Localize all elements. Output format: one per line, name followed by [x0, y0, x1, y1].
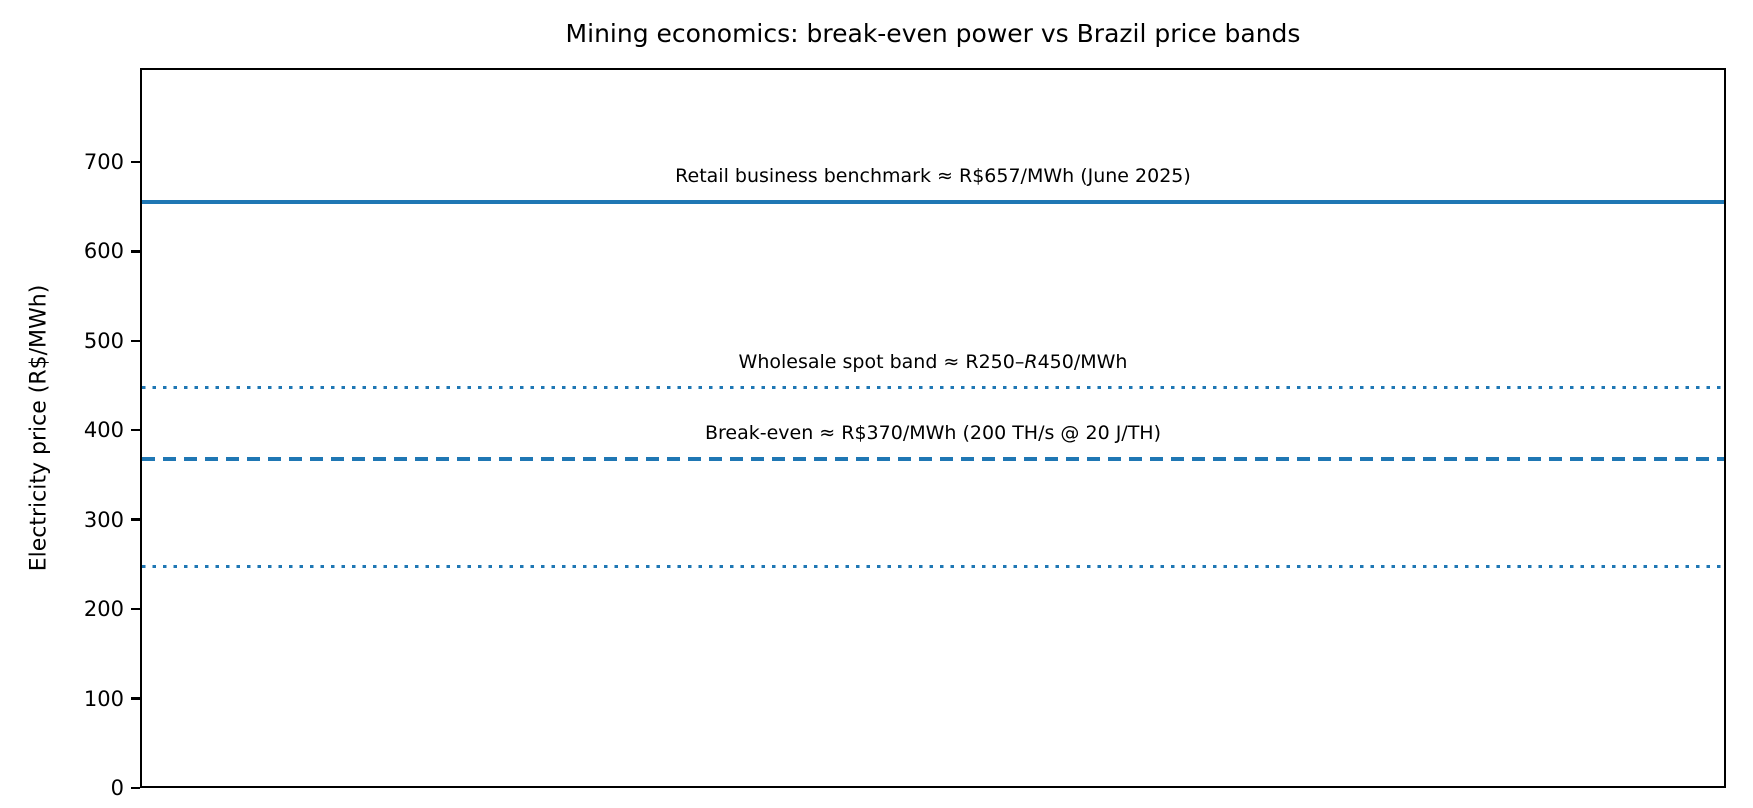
- hline-wholesale-band-upper: [142, 385, 1724, 390]
- y-tick-label: 700: [83, 149, 124, 174]
- y-tick-label: 200: [83, 597, 124, 622]
- y-tick-mark: [131, 428, 140, 432]
- hline-break-even: [142, 457, 1724, 462]
- y-tick-label: 500: [83, 328, 124, 353]
- y-tick-mark: [131, 160, 140, 164]
- hline-label-wholesale-band-upper: Wholesale spot band ≈ R250–R450/MWh: [142, 348, 1724, 376]
- hline-retail-benchmark: [142, 200, 1724, 205]
- label-part-italic: R: [1024, 350, 1038, 373]
- hline-wholesale-band-lower: [142, 564, 1724, 569]
- y-tick-label: 600: [83, 239, 124, 264]
- y-tick-mark: [131, 518, 140, 521]
- plot-area: Retail business benchmark ≈ R$657/MWh (J…: [140, 68, 1726, 788]
- y-tick-mark: [131, 786, 140, 790]
- y-tick-mark: [131, 250, 140, 253]
- y-tick-label: 300: [83, 507, 124, 532]
- y-tick-mark: [131, 607, 140, 611]
- hline-label-break-even: Break-even ≈ R$370/MWh (200 TH/s @ 20 J/…: [704, 422, 1162, 445]
- y-tick-label: 400: [83, 418, 124, 443]
- label-part: 450/MWh: [1037, 350, 1128, 373]
- y-tick-label: 100: [83, 686, 124, 711]
- y-tick-mark: [131, 697, 140, 700]
- y-tick-mark: [131, 339, 140, 343]
- y-tick-label: 0: [110, 776, 124, 800]
- chart-title: Mining economics: break-even power vs Br…: [565, 19, 1301, 48]
- hline-label-retail-benchmark: Retail business benchmark ≈ R$657/MWh (J…: [675, 165, 1191, 188]
- label-part: Wholesale spot band ≈ R250–: [738, 350, 1025, 373]
